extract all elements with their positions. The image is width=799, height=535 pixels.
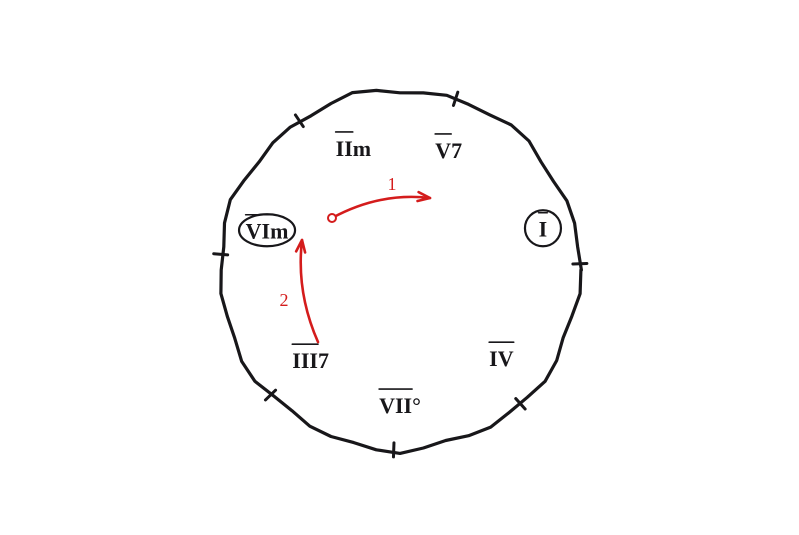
chord-node-III7: III7 (265, 344, 328, 400)
chord-node-IV: IV (489, 342, 525, 409)
chord-label: VII° (379, 393, 421, 418)
chord-label: IV (489, 346, 514, 371)
arrow-arrow1: 1 (328, 174, 430, 222)
chord-node-IIm: IIm (295, 115, 371, 161)
chord-label: IIm (336, 136, 371, 161)
chord-node-V7: V7 (435, 92, 462, 163)
chord-node-VIIo: VII° (379, 389, 421, 457)
arrow-path (301, 240, 318, 342)
chord-label: III7 (292, 348, 329, 373)
arrow-label: 2 (280, 290, 289, 310)
tick-mark (214, 254, 228, 255)
chord-label: V7 (435, 138, 462, 163)
arrow-path (332, 197, 430, 218)
chord-label: I (539, 217, 548, 242)
arrow-start-circle (328, 214, 336, 222)
arrow-label: 1 (388, 174, 397, 194)
tick-mark (453, 92, 457, 105)
chord-label: VIm (246, 219, 289, 244)
arrow-arrow2: 2 (280, 240, 319, 342)
